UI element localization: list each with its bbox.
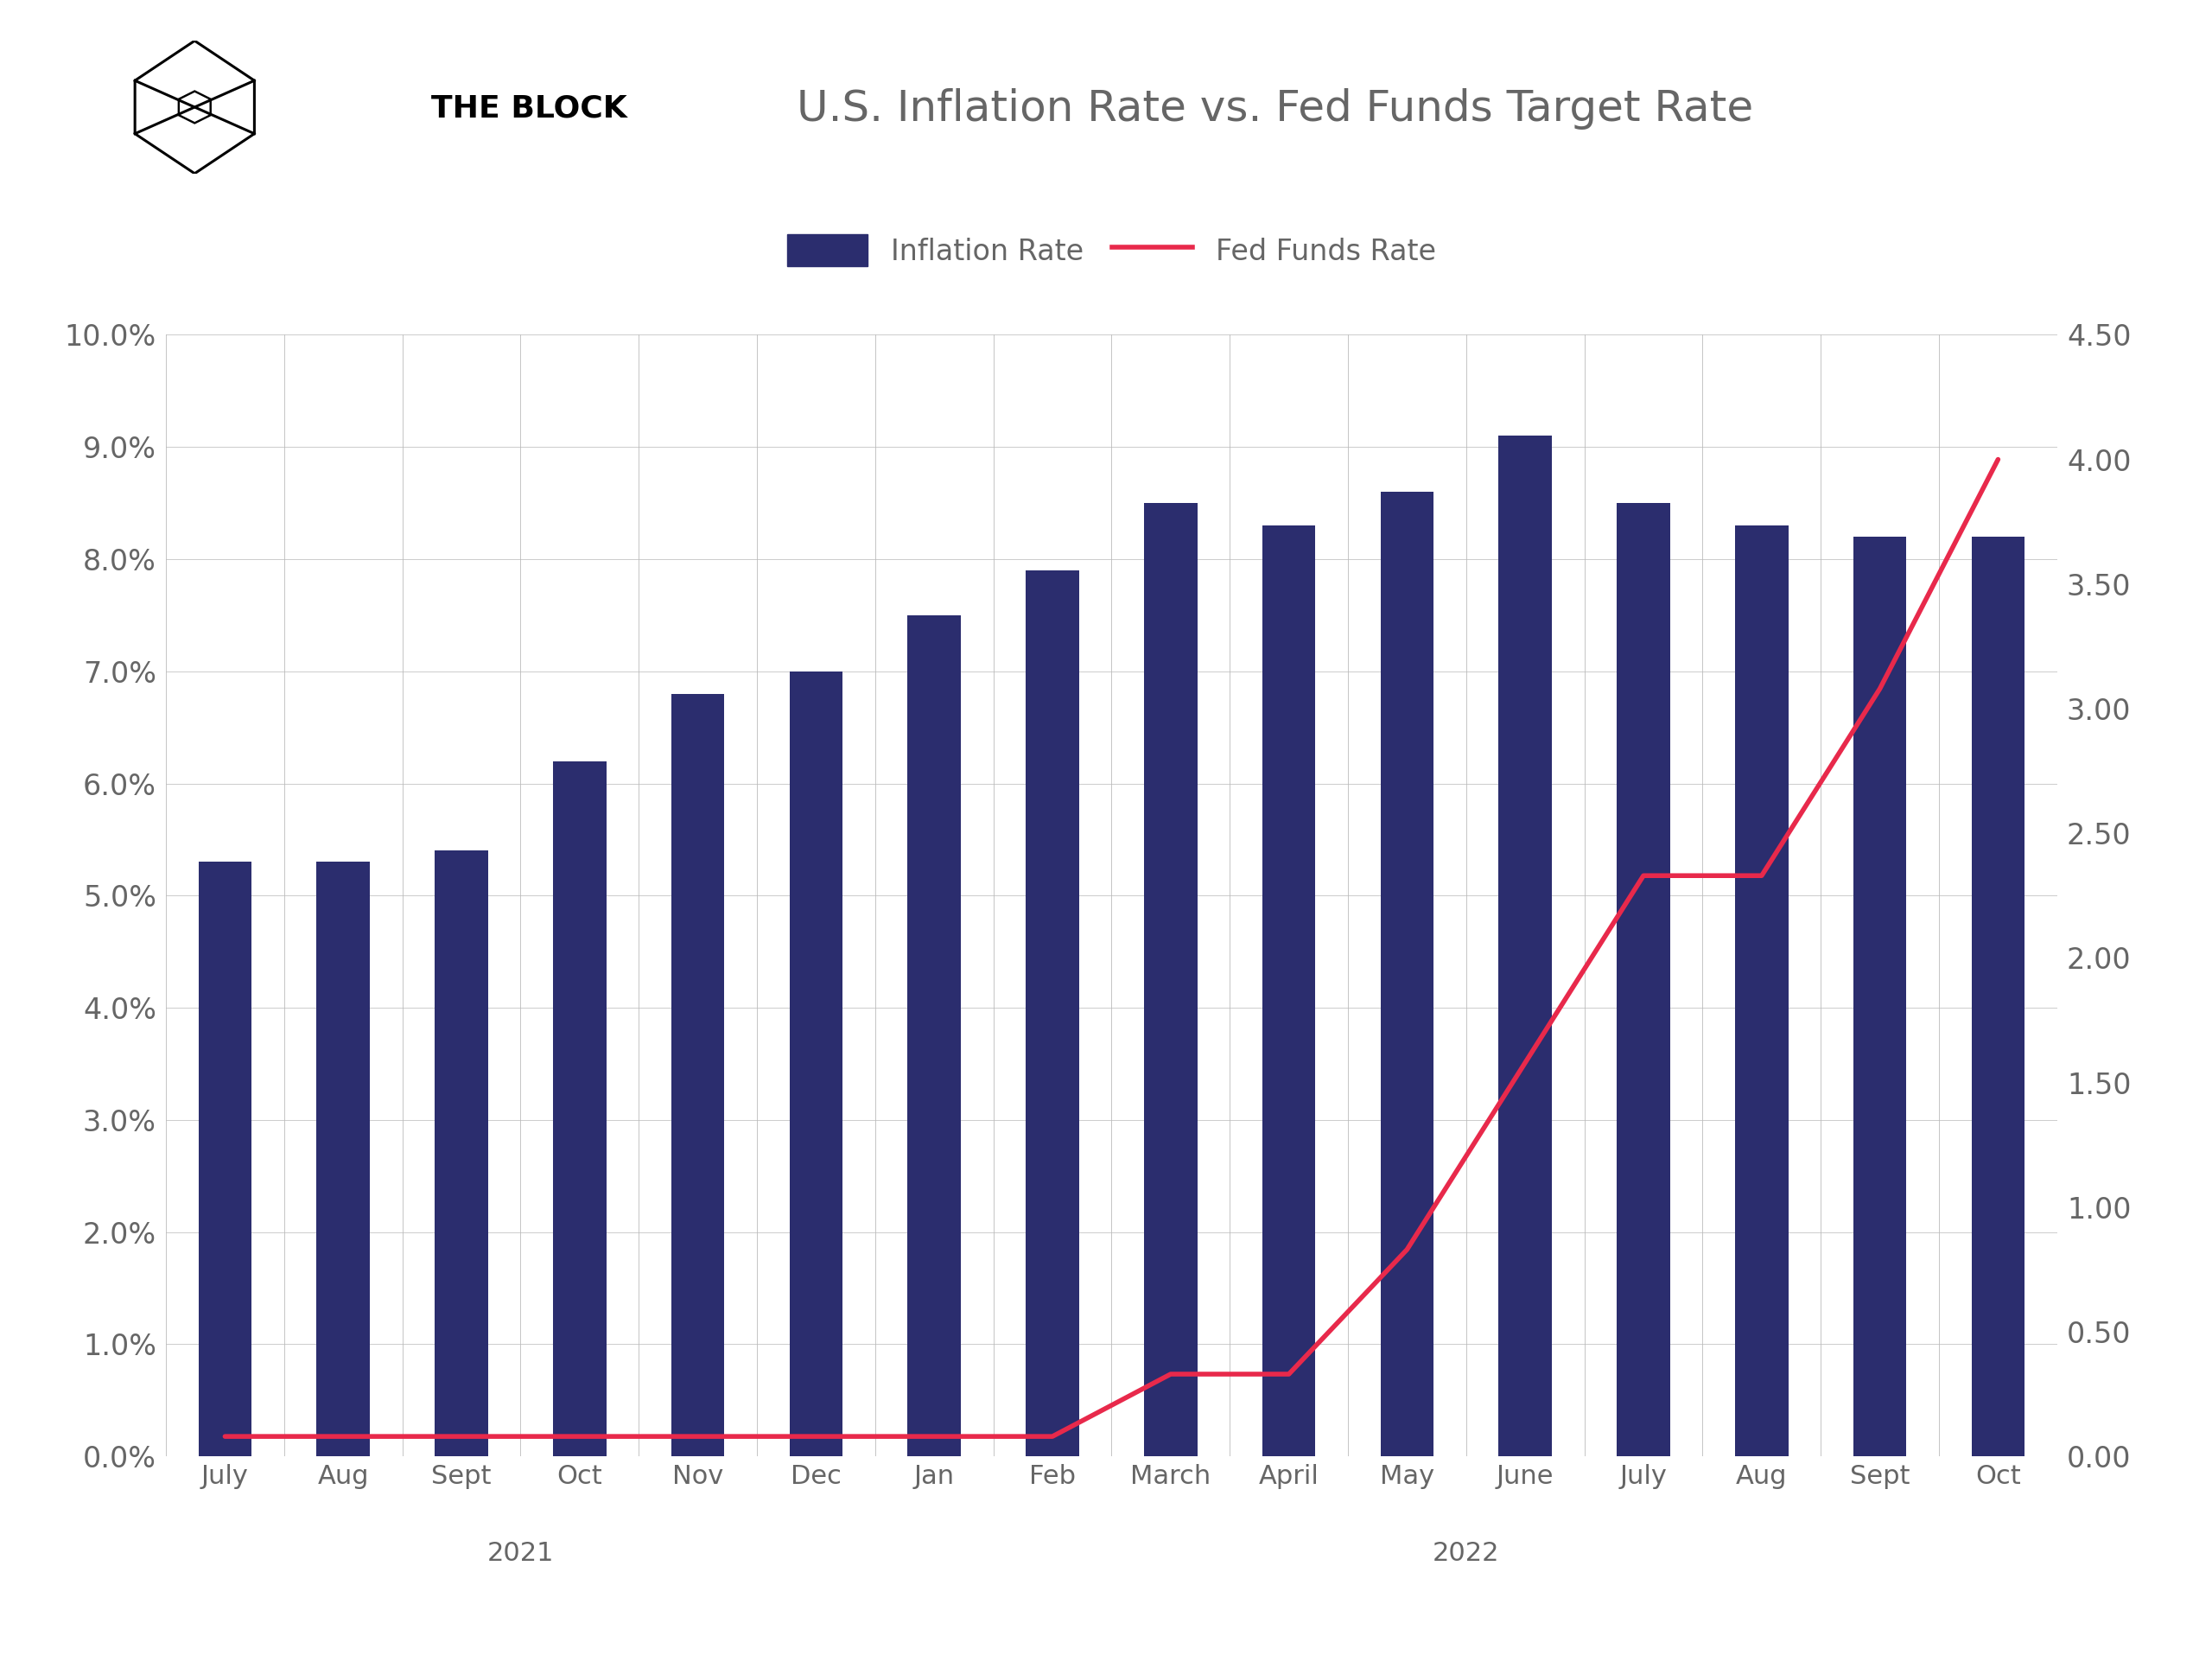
Bar: [1500, 435, 1553, 1456]
Bar: [1854, 537, 1907, 1456]
Bar: [1734, 526, 1787, 1456]
Bar: [1971, 537, 2024, 1456]
Bar: [436, 850, 489, 1456]
Bar: [670, 693, 723, 1456]
Bar: [1617, 502, 1670, 1456]
Text: 2021: 2021: [487, 1540, 553, 1565]
Bar: [1380, 492, 1433, 1456]
Bar: [199, 862, 252, 1456]
Bar: [553, 762, 606, 1456]
Bar: [907, 614, 960, 1456]
Bar: [316, 862, 369, 1456]
Bar: [790, 671, 843, 1456]
Bar: [1026, 571, 1079, 1456]
Bar: [1144, 502, 1197, 1456]
Text: 2022: 2022: [1433, 1540, 1500, 1565]
Text: THE BLOCK: THE BLOCK: [431, 94, 628, 124]
Text: U.S. Inflation Rate vs. Fed Funds Target Rate: U.S. Inflation Rate vs. Fed Funds Target…: [796, 89, 1752, 129]
Legend: Inflation Rate, Fed Funds Rate: Inflation Rate, Fed Funds Rate: [772, 221, 1451, 281]
Bar: [1263, 526, 1316, 1456]
